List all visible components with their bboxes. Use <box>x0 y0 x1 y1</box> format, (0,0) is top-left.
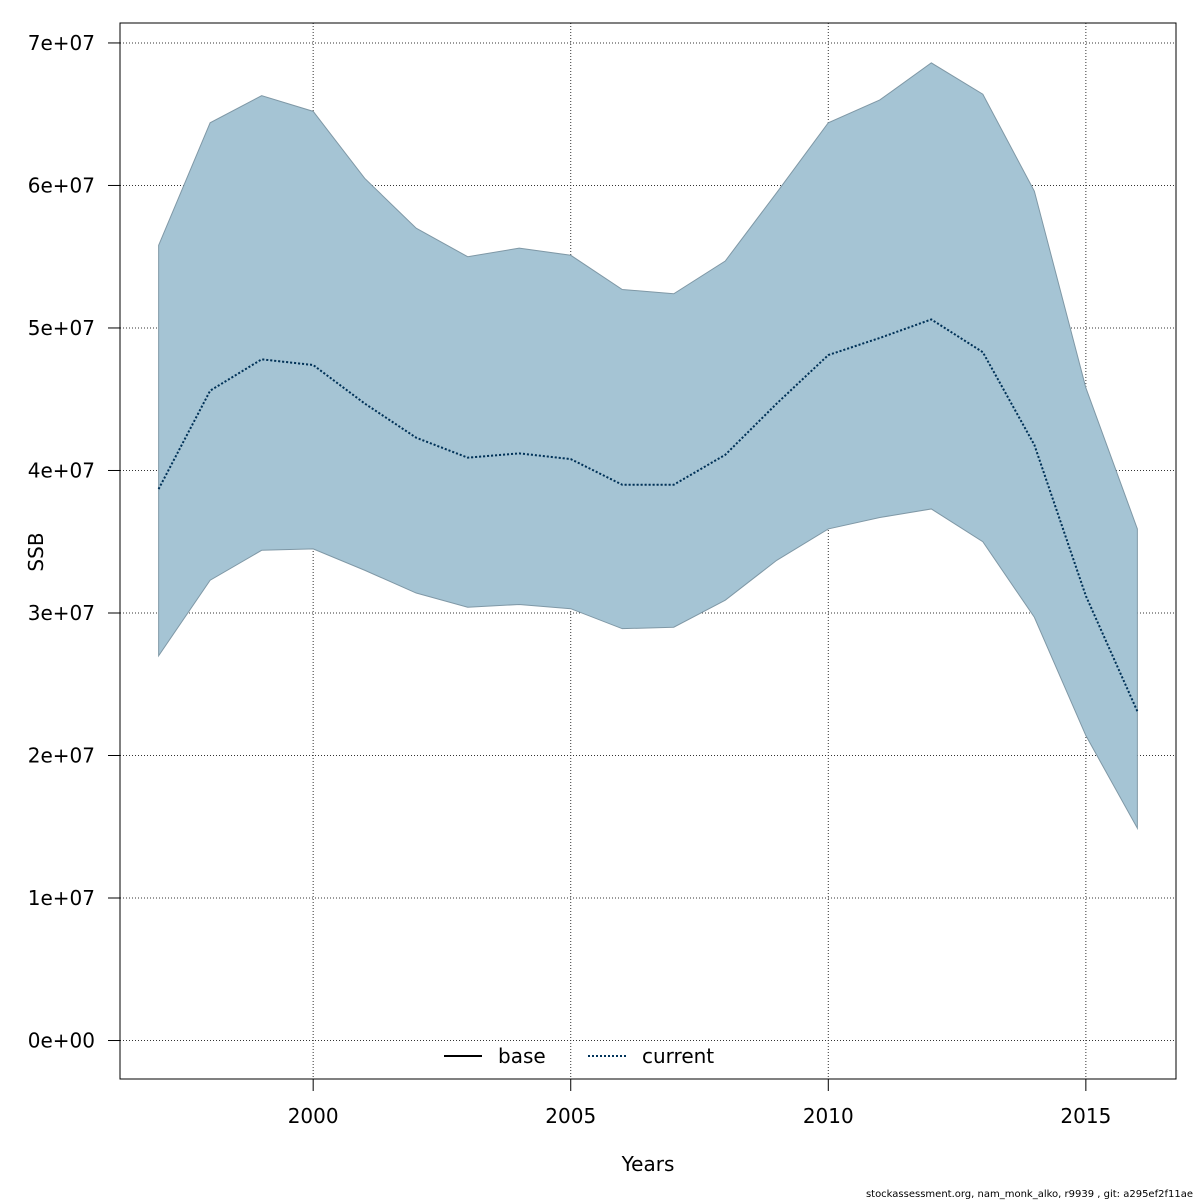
y-tick-label: 1e+07 <box>28 886 95 910</box>
x-tick-label: 2005 <box>545 1104 596 1128</box>
x-tick-label: 2010 <box>803 1104 854 1128</box>
y-tick-label: 6e+07 <box>28 173 95 197</box>
y-tick-label: 7e+07 <box>28 31 95 55</box>
series-lines <box>157 318 1139 712</box>
x-axis: 2000 2005 2010 2015 <box>288 1079 1111 1128</box>
y-tick-label: 2e+07 <box>28 744 95 768</box>
series-line-current <box>157 318 1139 712</box>
y-axis-title: SSB <box>24 532 48 571</box>
x-axis-title: Years <box>621 1152 675 1176</box>
legend-current-label: current <box>642 1044 714 1068</box>
legend: base current <box>444 1044 714 1068</box>
ssb-confidence-band <box>158 62 1138 831</box>
x-tick-label: 2015 <box>1060 1104 1111 1128</box>
plot-frame <box>119 22 1177 1080</box>
confidence-band <box>158 62 1138 831</box>
y-tick-label: 4e+07 <box>28 458 95 482</box>
footer-credit: stockassessment.org, nam_monk_alko, r993… <box>866 1189 1193 1200</box>
x-tick-label: 2000 <box>288 1104 339 1128</box>
y-tick-label: 5e+07 <box>28 316 95 340</box>
y-tick-label: 3e+07 <box>28 601 95 625</box>
legend-base-label: base <box>498 1044 546 1068</box>
y-axis: 0e+00 1e+07 2e+07 3e+07 4e+07 5e+07 6e+07 7e+07 <box>28 31 120 1053</box>
y-tick-label: 0e+00 <box>28 1029 95 1053</box>
